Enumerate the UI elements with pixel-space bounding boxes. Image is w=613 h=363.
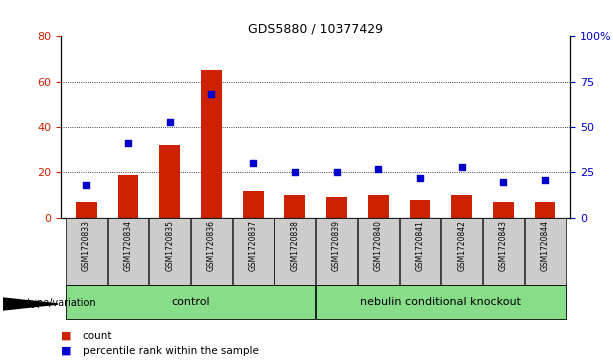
Text: GSM1720834: GSM1720834 [124, 220, 132, 271]
Bar [118, 175, 139, 218]
Point [457, 164, 466, 170]
Text: GSM1720836: GSM1720836 [207, 220, 216, 271]
FancyBboxPatch shape [441, 218, 482, 285]
Text: GSM1720837: GSM1720837 [249, 220, 257, 271]
Bar [284, 195, 305, 218]
FancyBboxPatch shape [108, 218, 148, 285]
Bar [368, 195, 389, 218]
Bar [326, 197, 347, 218]
Text: nebulin conditional knockout: nebulin conditional knockout [360, 297, 521, 307]
Text: ■: ■ [61, 346, 72, 356]
Text: genotype/variation: genotype/variation [3, 298, 96, 308]
Point [82, 182, 91, 188]
FancyBboxPatch shape [233, 218, 273, 285]
Title: GDS5880 / 10377429: GDS5880 / 10377429 [248, 22, 383, 35]
Text: ■: ■ [61, 331, 72, 341]
Point [540, 177, 550, 183]
Text: GSM1720835: GSM1720835 [166, 220, 174, 271]
Bar [243, 191, 264, 218]
FancyBboxPatch shape [316, 218, 357, 285]
Point [332, 170, 341, 175]
FancyBboxPatch shape [483, 218, 524, 285]
Point [165, 119, 175, 125]
Polygon shape [3, 298, 58, 310]
Point [373, 166, 383, 172]
FancyBboxPatch shape [66, 218, 107, 285]
FancyBboxPatch shape [316, 285, 566, 319]
Point [123, 140, 133, 146]
FancyBboxPatch shape [191, 218, 232, 285]
Text: GSM1720833: GSM1720833 [82, 220, 91, 271]
Text: GSM1720844: GSM1720844 [541, 220, 550, 271]
Point [248, 160, 258, 166]
Bar [159, 145, 180, 218]
FancyBboxPatch shape [150, 218, 190, 285]
Text: GSM1720839: GSM1720839 [332, 220, 341, 271]
FancyBboxPatch shape [525, 218, 566, 285]
Text: GSM1720841: GSM1720841 [416, 220, 424, 271]
FancyBboxPatch shape [66, 285, 315, 319]
Text: percentile rank within the sample: percentile rank within the sample [83, 346, 259, 356]
Bar [201, 70, 222, 218]
Text: count: count [83, 331, 112, 341]
Text: GSM1720840: GSM1720840 [374, 220, 383, 271]
Bar [451, 195, 472, 218]
FancyBboxPatch shape [275, 218, 315, 285]
FancyBboxPatch shape [358, 218, 398, 285]
Bar [493, 202, 514, 218]
Text: GSM1720843: GSM1720843 [499, 220, 508, 271]
Bar [535, 202, 555, 218]
Bar [76, 202, 97, 218]
Point [415, 175, 425, 181]
Text: control: control [171, 297, 210, 307]
Point [207, 91, 216, 97]
Text: GSM1720838: GSM1720838 [291, 220, 299, 271]
FancyBboxPatch shape [400, 218, 440, 285]
Point [290, 170, 300, 175]
Bar [409, 200, 430, 218]
Text: GSM1720842: GSM1720842 [457, 220, 466, 271]
Point [498, 179, 508, 184]
